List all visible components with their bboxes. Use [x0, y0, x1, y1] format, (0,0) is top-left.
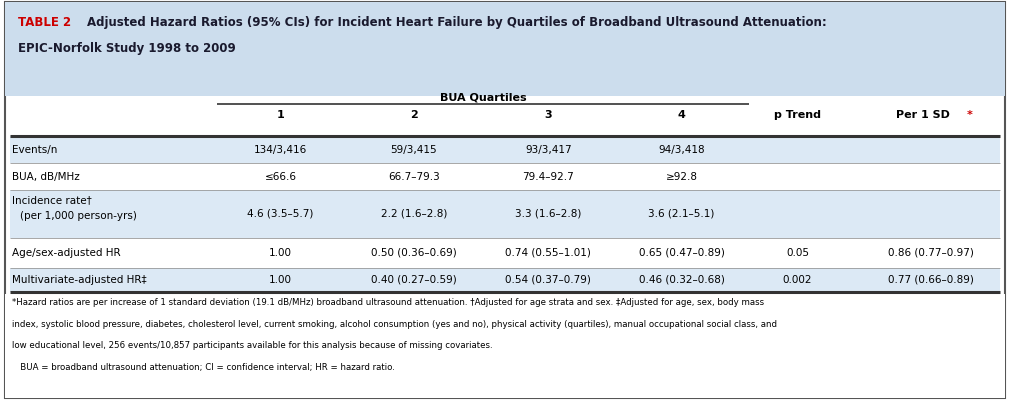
- Text: 1.00: 1.00: [269, 275, 292, 285]
- Text: BUA Quartiles: BUA Quartiles: [439, 92, 526, 102]
- Text: (per 1,000 person-yrs): (per 1,000 person-yrs): [20, 211, 137, 221]
- FancyBboxPatch shape: [5, 294, 1005, 398]
- Text: Incidence rate†: Incidence rate†: [12, 195, 92, 205]
- Text: *: *: [967, 110, 972, 120]
- Text: Events/n: Events/n: [12, 144, 57, 154]
- Text: 0.002: 0.002: [782, 275, 812, 285]
- Text: 3: 3: [545, 110, 552, 120]
- Text: 134/3,416: 134/3,416: [254, 144, 307, 154]
- Text: 93/3,417: 93/3,417: [525, 144, 571, 154]
- Text: 0.54 (0.37–0.79): 0.54 (0.37–0.79): [505, 275, 591, 285]
- Text: 0.77 (0.66–0.89): 0.77 (0.66–0.89): [888, 275, 974, 285]
- Text: *Hazard ratios are per increase of 1 standard deviation (19.1 dB/MHz) broadband : *Hazard ratios are per increase of 1 sta…: [12, 298, 764, 307]
- FancyBboxPatch shape: [10, 136, 999, 163]
- Text: BUA, dB/MHz: BUA, dB/MHz: [12, 172, 80, 182]
- Text: Adjusted Hazard Ratios (95% CIs) for Incident Heart Failure by Quartiles of Broa: Adjusted Hazard Ratios (95% CIs) for Inc…: [87, 16, 826, 29]
- FancyBboxPatch shape: [5, 2, 1005, 96]
- FancyBboxPatch shape: [10, 268, 999, 292]
- FancyBboxPatch shape: [10, 190, 999, 238]
- Text: 0.40 (0.27–0.59): 0.40 (0.27–0.59): [371, 275, 457, 285]
- Text: 3.3 (1.6–2.8): 3.3 (1.6–2.8): [515, 209, 582, 219]
- Text: BUA = broadband ultrasound attenuation; CI = confidence interval; HR = hazard ra: BUA = broadband ultrasound attenuation; …: [12, 363, 395, 372]
- Text: Multivariate-adjusted HR‡: Multivariate-adjusted HR‡: [12, 275, 146, 285]
- Text: ≤66.6: ≤66.6: [264, 172, 297, 182]
- Text: 79.4–92.7: 79.4–92.7: [522, 172, 574, 182]
- Text: 1: 1: [276, 110, 285, 120]
- Text: 0.46 (0.32–0.68): 0.46 (0.32–0.68): [639, 275, 724, 285]
- Text: Age/sex-adjusted HR: Age/sex-adjusted HR: [12, 248, 121, 258]
- Text: 59/3,415: 59/3,415: [390, 144, 437, 154]
- Text: 0.50 (0.36–0.69): 0.50 (0.36–0.69): [371, 248, 457, 258]
- Text: low educational level, 256 events/10,857 participants available for this analysi: low educational level, 256 events/10,857…: [12, 341, 493, 350]
- Text: 1.00: 1.00: [269, 248, 292, 258]
- FancyBboxPatch shape: [10, 163, 999, 190]
- Text: index, systolic blood pressure, diabetes, cholesterol level, current smoking, al: index, systolic blood pressure, diabetes…: [12, 320, 777, 329]
- Text: 0.74 (0.55–1.01): 0.74 (0.55–1.01): [505, 248, 591, 258]
- Text: 0.86 (0.77–0.97): 0.86 (0.77–0.97): [888, 248, 974, 258]
- Text: ≥92.8: ≥92.8: [666, 172, 697, 182]
- Text: 4.6 (3.5–5.7): 4.6 (3.5–5.7): [248, 209, 314, 219]
- Text: p Trend: p Trend: [774, 110, 821, 120]
- Text: 2: 2: [410, 110, 418, 120]
- Text: 2.2 (1.6–2.8): 2.2 (1.6–2.8): [381, 209, 447, 219]
- FancyBboxPatch shape: [5, 2, 1005, 398]
- Text: 66.7–79.3: 66.7–79.3: [388, 172, 440, 182]
- Text: Per 1 SD: Per 1 SD: [896, 110, 949, 120]
- Text: 0.65 (0.47–0.89): 0.65 (0.47–0.89): [639, 248, 724, 258]
- Text: EPIC-Norfolk Study 1998 to 2009: EPIC-Norfolk Study 1998 to 2009: [18, 42, 236, 55]
- Text: 3.6 (2.1–5.1): 3.6 (2.1–5.1): [648, 209, 715, 219]
- Text: 4: 4: [678, 110, 685, 120]
- FancyBboxPatch shape: [10, 238, 999, 268]
- Text: TABLE 2: TABLE 2: [18, 16, 72, 29]
- Text: 0.05: 0.05: [786, 248, 809, 258]
- Text: 94/3,418: 94/3,418: [658, 144, 705, 154]
